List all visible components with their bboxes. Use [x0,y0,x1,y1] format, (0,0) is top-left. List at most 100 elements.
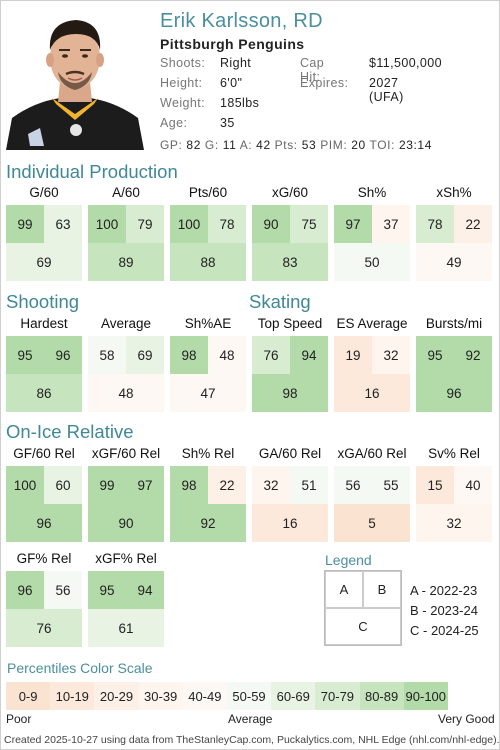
metric-grid: 15 40 32 [416,466,492,542]
metric-shrel: Sh% Rel 98 22 92 [170,446,246,542]
metric-label: G/60 [29,185,59,200]
pts-label: Pts: [274,138,298,152]
scale-poor-label: Poor [6,712,32,726]
season-b-cell: 96 [44,336,82,374]
season-a-cell: 58 [88,336,126,374]
metric-grid: 95 96 86 [6,336,82,412]
season-c-cell: 83 [252,243,328,281]
height-label: Height: [160,76,203,90]
metric-label: Sv% Rel [428,446,480,461]
scale-bin: 0-9 [6,682,51,710]
metric-grid: 98 48 47 [170,336,246,412]
season-c-cell: 88 [170,243,246,281]
section-skating: Skating [249,291,311,312]
metric-topspeed: Top Speed 76 94 98 [252,316,328,412]
metric-label: Sh% [357,185,387,200]
metric-label: GF/60 Rel [13,446,75,461]
season-b-cell: 40 [454,466,492,504]
metric-label: xGA/60 Rel [337,446,407,461]
metric-xshpct: xSh% 78 22 49 [416,185,492,281]
metric-grid: 95 94 61 [88,571,164,647]
season-b-cell: 37 [372,205,410,243]
metric-grid: 98 22 92 [170,466,246,542]
metric-bursts: Bursts/mi 95 92 96 [416,316,492,412]
season-b-cell: 79 [126,205,164,243]
season-a-cell: 99 [88,466,126,504]
season-c-cell: 96 [6,504,82,542]
legend-cell-b: B [363,571,401,608]
percentile-color-scale: 0-9 10-19 20-29 30-39 40-49 50-59 60-69 … [6,682,448,710]
metric-grid: 32 51 16 [252,466,328,542]
pim-label: PIM: [320,138,348,152]
section-individual-production: Individual Production [6,161,178,182]
metric-gfpctrel: GF% Rel 96 56 76 [6,551,82,647]
legend-title: Legend [325,552,372,568]
season-a-cell: 95 [88,571,126,609]
season-c-cell: 61 [88,609,164,647]
season-c-cell: 16 [252,504,328,542]
metric-label: Average [100,316,152,331]
legend-key-c: C - 2024-25 [410,623,479,638]
season-a-cell: 19 [334,336,372,374]
pim-value: 20 [351,138,366,152]
shoots-value: Right [220,56,252,70]
scale-average-label: Average [228,712,273,726]
legend-keys: A - 2022-23 B - 2023-24 C - 2024-25 [410,581,479,641]
metric-hardest: Hardest 95 96 86 [6,316,82,412]
player-photo [4,6,146,150]
caphit-label: Cap Hit: [300,56,325,84]
g-label: G: [204,138,219,152]
season-b-cell: 51 [290,466,328,504]
metric-grid: 100 60 96 [6,466,82,542]
g-value: 11 [222,138,237,152]
season-b-cell: 22 [454,205,492,243]
scale-bin: 40-49 [182,682,227,710]
metric-xgfpctrel: xGF% Rel 95 94 61 [88,551,164,647]
season-c-cell: 49 [416,243,492,281]
expires-label: Expires: [300,76,349,90]
season-a-cell: 95 [6,336,44,374]
legend-cell-a: A [325,571,363,608]
season-a-cell: 56 [334,466,372,504]
season-b-cell: 48 [208,336,246,374]
season-c-cell: 47 [170,374,246,412]
season-a-cell: 96 [6,571,44,609]
weight-value: 185lbs [220,96,260,110]
metric-label: GA/60 Rel [258,446,322,461]
season-a-cell: 95 [416,336,454,374]
metric-grid: 90 75 83 [252,205,328,281]
season-a-cell: 78 [416,205,454,243]
metric-label: Pts/60 [188,185,228,200]
age-label: Age: [160,116,188,130]
season-a-cell: 90 [252,205,290,243]
season-b-cell: 94 [126,571,164,609]
scale-bin: 60-69 [271,682,316,710]
metric-label: GF% Rel [16,551,72,566]
season-a-cell: 76 [252,336,290,374]
season-a-cell: 99 [6,205,44,243]
metric-label: Sh% Rel [181,446,235,461]
season-a-cell: 98 [170,336,208,374]
scale-bin: 20-29 [94,682,139,710]
season-b-cell: 78 [208,205,246,243]
section-shooting: Shooting [6,291,80,312]
metric-grid: 97 37 50 [334,205,410,281]
season-b-cell: 92 [454,336,492,374]
season-c-cell: 16 [334,374,410,412]
metric-label: Hardest [20,316,68,331]
season-statline: GP: 82 G: 11 A: 42 Pts: 53 PIM: 20 TOI: … [160,138,432,152]
metric-grid: 96 56 76 [6,571,82,647]
season-b-cell: 97 [126,466,164,504]
scale-bin: 90-100 [403,682,448,710]
metric-label: xGF/60 Rel [91,446,161,461]
season-a-cell: 100 [6,466,44,504]
team-name: Pittsburgh Penguins [160,36,305,52]
season-a-cell: 98 [170,466,208,504]
legend-box: A B C [324,570,402,646]
gp-label: GP: [160,138,183,152]
toi-value: 23:14 [398,138,432,152]
metric-label: xSh% [436,185,472,200]
metric-grid: 99 63 69 [6,205,82,281]
metric-ga60rel: GA/60 Rel 32 51 16 [252,446,328,542]
metric-g60: G/60 99 63 69 [6,185,82,281]
